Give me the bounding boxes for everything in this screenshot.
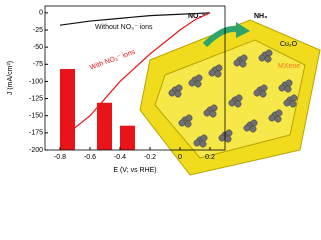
particle [228, 99, 236, 107]
particle [234, 100, 242, 108]
x-tick-label: -0.4 [114, 154, 126, 161]
label: MXene [278, 63, 300, 70]
y-tick-label: -25 [33, 27, 43, 34]
plot-frame [44, 5, 226, 151]
particle [174, 90, 182, 98]
particle [235, 94, 243, 102]
particle [210, 104, 218, 112]
particle [203, 109, 211, 117]
bar [97, 102, 112, 150]
particle [195, 74, 203, 82]
particle [194, 80, 202, 88]
particle [285, 79, 293, 87]
particle [185, 114, 193, 122]
particle [250, 119, 258, 127]
line [59, 12, 211, 141]
x-tick-label: 0 [178, 154, 182, 161]
particle [265, 49, 273, 57]
particle [243, 124, 251, 132]
particle [278, 84, 286, 92]
y-tick-label: -125 [29, 95, 43, 102]
chart: 0 -25 -50 -75 -100 -125 -150 -175 -200 -0.8 -0.6 -0… [7, 5, 226, 174]
particle [199, 140, 207, 148]
particle [274, 115, 282, 123]
particle [284, 85, 292, 93]
particle [240, 54, 248, 62]
particle [168, 89, 176, 97]
particle [225, 129, 233, 137]
x-axis-label: E (V; vs RHE) [113, 167, 156, 174]
bar [120, 125, 135, 150]
y-tick-label: -175 [29, 130, 43, 137]
y-axis-label: J (mA/cm²) [7, 61, 14, 95]
particle [253, 89, 261, 97]
x-tick-label: -0.6 [84, 154, 96, 161]
mxene-sheet [154, 39, 306, 159]
particle [214, 70, 222, 78]
label: NH₃ [254, 13, 267, 20]
particle [208, 69, 216, 77]
particle [233, 59, 241, 67]
y-tick-label: -150 [29, 113, 43, 120]
line [59, 12, 211, 26]
series-label: With NO₃⁻ ions [89, 49, 137, 72]
label: Cu₂O [280, 41, 298, 48]
particle [275, 109, 283, 117]
particle [264, 55, 272, 63]
particle [175, 84, 183, 92]
particle [249, 125, 257, 133]
graphic: NO₃⁻ NH₃ Cu₂O MXene 0 -25 -50 -75 -100 -125 -1… [7, 5, 321, 176]
particle [209, 110, 217, 118]
particle [215, 64, 223, 72]
cu2o-particles [168, 49, 298, 148]
x-tick-label: 0.2 [205, 154, 215, 161]
particle [239, 60, 247, 68]
x-tick-label: -0.8 [54, 154, 66, 161]
particle [224, 135, 232, 143]
y-tick-label: 0 [39, 10, 43, 17]
particle [268, 114, 276, 122]
particle [184, 120, 192, 128]
x-tick-label: -0.2 [144, 154, 156, 161]
series-label: Without NO₃⁻ ions [95, 24, 153, 31]
particle [259, 90, 267, 98]
particle [200, 134, 208, 142]
particle [290, 94, 298, 102]
particle [260, 84, 268, 92]
particle [188, 79, 196, 87]
y-tick-label: -50 [33, 44, 43, 51]
particle [283, 99, 291, 107]
illustration: NO₃⁻ NH₃ Cu₂O MXene [139, 13, 321, 176]
particle [218, 134, 226, 142]
y-tick-label: -100 [29, 78, 43, 85]
particle [193, 139, 201, 147]
y-tick-label: -75 [33, 61, 43, 68]
label: NO₃⁻ [188, 13, 206, 20]
y-tick-label: -200 [29, 147, 43, 154]
particle [258, 54, 266, 62]
bar [60, 69, 75, 150]
arrow-head [236, 22, 250, 38]
particle [178, 119, 186, 127]
particle [289, 100, 297, 108]
